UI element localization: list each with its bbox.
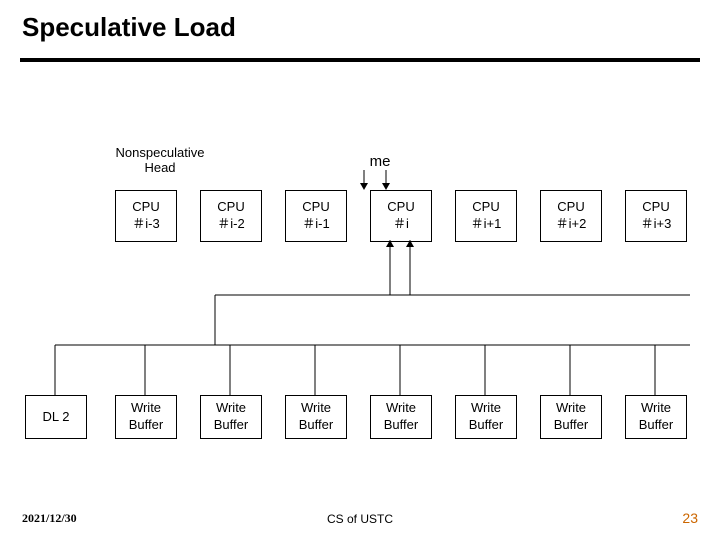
- wb-line1: Write: [301, 400, 331, 417]
- wb-line1: Write: [131, 400, 161, 417]
- write-buffer-box: Write Buffer: [540, 395, 602, 439]
- diagram-wires: [0, 0, 720, 540]
- wb-line1: Write: [471, 400, 501, 417]
- cpu-line1: CPU: [217, 199, 244, 216]
- write-buffer-box: Write Buffer: [370, 395, 432, 439]
- cpu-box: CPU ＃i+1: [455, 190, 517, 242]
- write-buffer-box: Write Buffer: [625, 395, 687, 439]
- write-buffer-box: Write Buffer: [115, 395, 177, 439]
- cpu-line1: CPU: [642, 199, 669, 216]
- write-buffer-box: Write Buffer: [455, 395, 517, 439]
- cpu-line2: ＃i+1: [471, 216, 502, 233]
- wb-line1: Write: [641, 400, 671, 417]
- cpu-line1: CPU: [302, 199, 329, 216]
- cpu-line2: ＃i-2: [217, 216, 244, 233]
- cpu-box: CPU ＃i-3: [115, 190, 177, 242]
- cpu-line2: ＃i-1: [302, 216, 329, 233]
- cpu-line2: ＃i+2: [556, 216, 587, 233]
- cpu-box: CPU ＃i-2: [200, 190, 262, 242]
- wb-line1: Write: [556, 400, 586, 417]
- cpu-line1: CPU: [472, 199, 499, 216]
- cpu-box: CPU ＃i+3: [625, 190, 687, 242]
- wb-line2: Buffer: [469, 417, 503, 434]
- wb-line1: Write: [386, 400, 416, 417]
- cpu-line1: CPU: [557, 199, 584, 216]
- write-buffer-box: Write Buffer: [285, 395, 347, 439]
- cpu-line1: CPU: [387, 199, 414, 216]
- footer-page-number: 23: [682, 510, 698, 526]
- wb-line1: Write: [216, 400, 246, 417]
- dl2-label: DL 2: [43, 409, 70, 426]
- write-buffer-box: Write Buffer: [200, 395, 262, 439]
- label-nonspeculative-head: Nonspeculative Head: [105, 145, 215, 175]
- wb-line2: Buffer: [384, 417, 418, 434]
- footer-center: CS of USTC: [0, 512, 720, 526]
- label-dl1: DL 1: [360, 289, 400, 304]
- label-me: me: [360, 153, 400, 170]
- wb-line2: Buffer: [214, 417, 248, 434]
- cpu-line1: CPU: [132, 199, 159, 216]
- cpu-box: CPU ＃i: [370, 190, 432, 242]
- title-divider: [20, 58, 700, 62]
- wb-line2: Buffer: [554, 417, 588, 434]
- wb-line2: Buffer: [299, 417, 333, 434]
- cpu-line2: ＃i+3: [641, 216, 672, 233]
- cpu-line2: ＃i: [393, 216, 409, 233]
- dl2-box: DL 2: [25, 395, 87, 439]
- wb-line2: Buffer: [639, 417, 673, 434]
- cpu-box: CPU ＃i+2: [540, 190, 602, 242]
- cpu-box: CPU ＃i-1: [285, 190, 347, 242]
- wb-line2: Buffer: [129, 417, 163, 434]
- cpu-line2: ＃i-3: [132, 216, 159, 233]
- page-title: Speculative Load: [22, 12, 236, 43]
